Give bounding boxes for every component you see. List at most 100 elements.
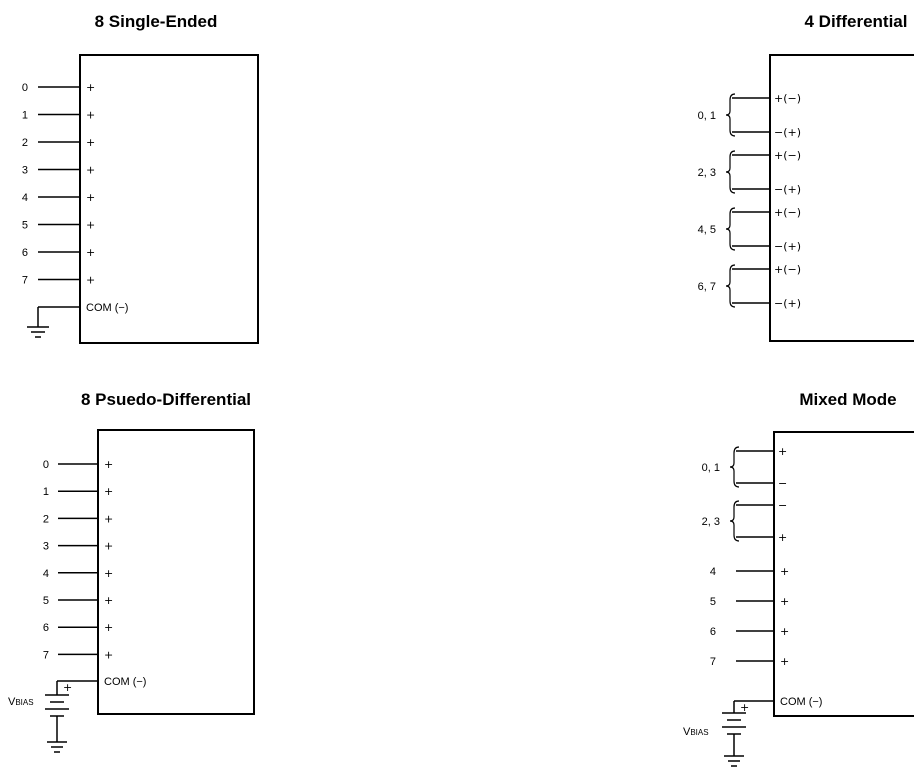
channel-label: 0 [22,82,28,94]
com-label: COM (−) [104,676,146,688]
pair-label: 0, 1 [698,110,716,122]
pair-brace [729,446,740,488]
pair-row: 2, 3 +(−) −(+) [698,149,801,196]
polarity-label: + [104,567,113,580]
bias-source [45,680,98,753]
pair-list: 0, 1+(−)−(+)2, 3+(−)−(+)4, 5+(−)−(+)6, 7… [698,92,801,310]
pair-brace [725,93,736,137]
channel-label: 7 [710,656,716,668]
pair-label: 2, 3 [702,516,720,528]
channel-label: 5 [22,220,28,232]
channel-label: 3 [22,165,28,177]
polarity-label: +(−) [774,263,801,276]
polarity-label: + [86,81,95,94]
panel-single-ended: 8 Single-Ended 0 +1 +2 +3 +4 +5 +6 +7 + COM (−) [22,12,259,344]
panel-title: 8 Psuedo-Differential [81,390,251,409]
channel-label: 3 [43,541,49,553]
input-row: 2 + [43,512,113,525]
channel-label: 4 [22,192,28,204]
bias-plus-label: + [63,681,72,694]
pair-brace [725,150,736,194]
polarity-label: −(+) [774,297,801,310]
input-row: 6 + [22,246,95,259]
input-row: 7 + [710,655,789,668]
polarity-label: + [104,485,113,498]
input-row: 7 + [22,274,95,287]
channel-label: 4 [43,568,49,580]
panel-title: 4 Differential [805,12,908,31]
polarity-label: +(−) [774,149,801,162]
com-label: COM (−) [86,302,128,314]
input-row: 3 + [22,164,95,177]
input-row: 7 + [43,648,113,661]
polarity-label: + [86,219,95,232]
polarity-label: + [778,531,787,544]
polarity-label: + [104,621,113,634]
input-row: 6 + [43,621,113,634]
pair-label: 6, 7 [698,281,716,293]
channel-label: 7 [43,649,49,661]
polarity-label: + [104,648,113,661]
polarity-label: + [780,625,789,638]
input-list: 4 +5 +6 +7 + [710,565,789,668]
channel-label: 0 [43,459,49,471]
bias-plus-label: + [740,701,749,714]
input-list: 0 +1 +2 +3 +4 +5 +6 +7 + [43,458,113,661]
mux-block [769,54,914,342]
polarity-label: + [778,445,787,458]
channel-label: 2 [43,513,49,525]
polarity-label: +(−) [774,92,801,105]
input-row: 5 + [22,219,95,232]
polarity-label: + [86,136,95,149]
pair-row: 6, 7 +(−) −(+) [698,263,801,310]
pair-label: 2, 3 [698,167,716,179]
polarity-label: − [778,499,787,512]
polarity-label: + [86,246,95,259]
panel-title: 8 Single-Ended [95,12,218,31]
input-row: 2 + [22,136,95,149]
com-ground [27,306,80,338]
input-row: 3 + [43,540,113,553]
polarity-label: + [104,594,113,607]
channel-label: 5 [43,595,49,607]
polarity-label: + [86,109,95,122]
polarity-label: + [86,164,95,177]
input-row: 6 + [710,625,789,638]
input-row: 1 + [22,109,95,122]
input-row: 5 + [710,595,789,608]
pair-row: 2, 3 − + [702,499,788,544]
input-row: 4 + [710,565,789,578]
panel-title: Mixed Mode [799,390,896,409]
polarity-label: −(+) [774,126,801,139]
polarity-label: + [86,191,95,204]
pair-row: 0, 1 +(−) −(+) [698,92,801,139]
pair-brace [729,500,740,542]
pair-label: 4, 5 [698,224,716,236]
polarity-label: + [104,512,113,525]
polarity-label: − [778,477,787,490]
polarity-label: −(+) [774,183,801,196]
channel-label: 1 [43,486,49,498]
input-row: 4 + [22,191,95,204]
panel-pseudo-differential: 8 Psuedo-Differential 0 +1 +2 +3 +4 +5 +6 +7 + +… [8,390,255,753]
mux-block [773,431,914,717]
channel-label: 6 [22,247,28,259]
channel-label: 7 [22,275,28,287]
polarity-label: +(−) [774,206,801,219]
input-row: 0 + [43,458,113,471]
input-row: 1 + [43,485,113,498]
pair-brace [725,264,736,308]
polarity-label: + [780,655,789,668]
pair-brace [725,207,736,251]
pair-list: 0, 1 + − 2, 3 − + [702,445,788,544]
pair-row: 0, 1 + − [702,445,788,490]
input-row: 4 + [43,567,113,580]
com-label: COM (−) [780,696,822,708]
mux-block [97,429,255,715]
input-row: 0 + [22,81,95,94]
polarity-label: + [86,274,95,287]
channel-label: 5 [710,596,716,608]
channel-label: 4 [710,566,716,578]
bias-label: VBIAS [683,726,709,738]
